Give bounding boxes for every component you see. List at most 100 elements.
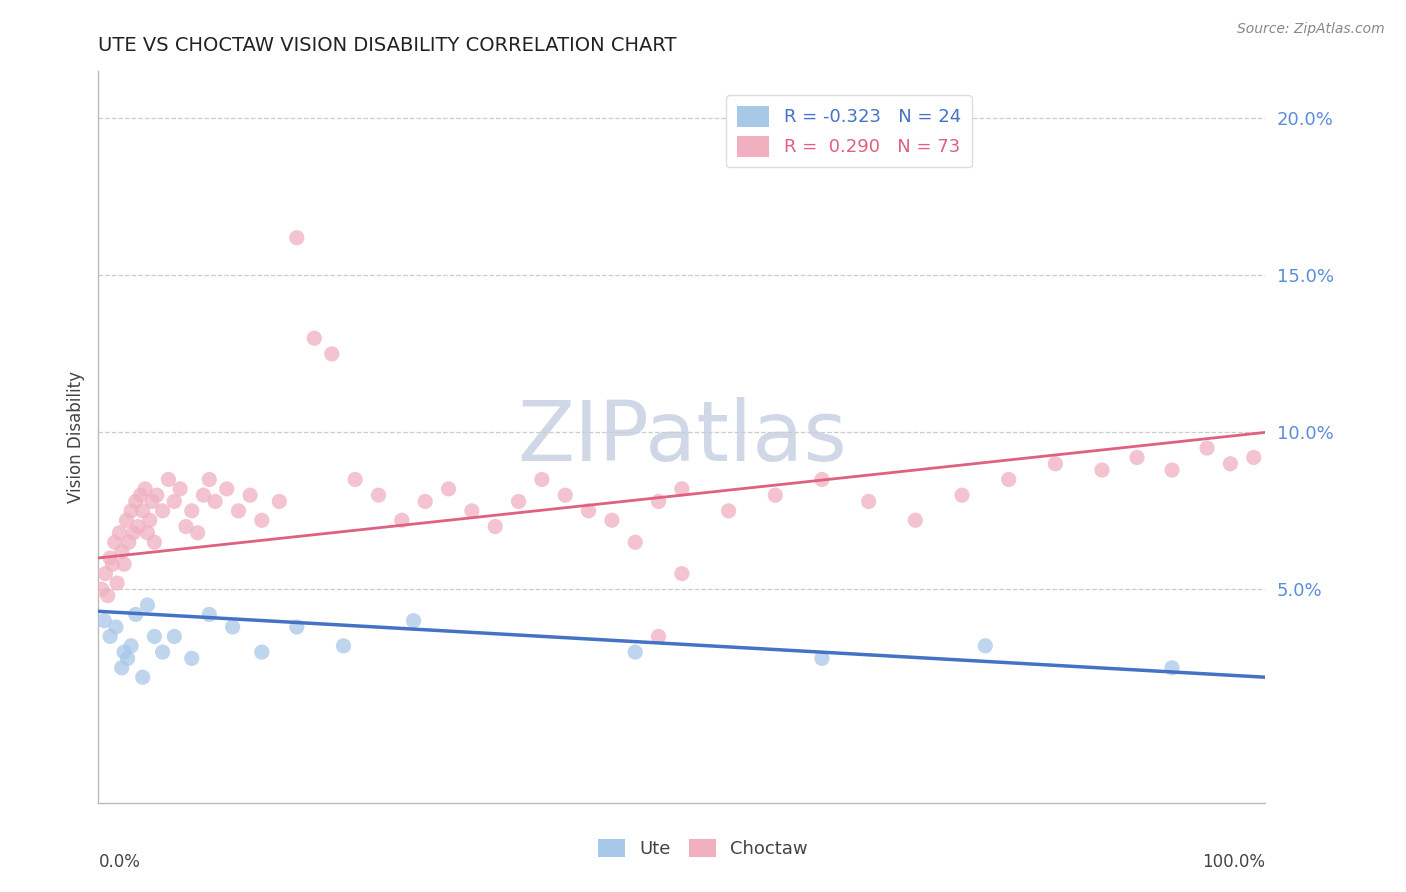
Point (163, 494, 186, 508)
Point (112, 645, 135, 659)
Point (94, 566, 117, 581)
Point (461, 504, 484, 518)
Point (117, 651, 139, 665)
Point (108, 525, 131, 540)
Point (204, 494, 226, 508)
Point (180, 504, 202, 518)
Point (647, 629, 669, 643)
Point (98, 629, 121, 643)
Point (1195, 441, 1218, 455)
Point (285, 620, 308, 634)
Text: ZIPatlas: ZIPatlas (517, 397, 846, 477)
Point (132, 504, 155, 518)
Point (578, 504, 600, 518)
Point (132, 670, 155, 684)
Point (136, 598, 159, 612)
Point (97, 589, 120, 603)
Point (104, 535, 127, 549)
Point (120, 639, 142, 653)
Point (413, 494, 436, 508)
Point (136, 525, 159, 540)
Point (90, 582, 112, 597)
Point (180, 651, 202, 665)
Legend: Ute, Choctaw: Ute, Choctaw (591, 831, 815, 865)
Point (250, 645, 273, 659)
Point (321, 347, 343, 361)
Point (624, 535, 647, 549)
Point (1219, 457, 1241, 471)
Point (974, 639, 997, 653)
Text: 100.0%: 100.0% (1202, 853, 1265, 871)
Point (174, 519, 197, 533)
Point (104, 620, 127, 634)
Point (228, 504, 250, 518)
Point (112, 558, 135, 572)
Point (717, 504, 740, 518)
Point (125, 607, 148, 622)
Point (139, 513, 162, 527)
Point (198, 607, 221, 622)
Point (437, 482, 460, 496)
Point (221, 620, 243, 634)
Point (122, 525, 145, 540)
Point (105, 576, 128, 591)
Text: UTE VS CHOCTAW VISION DISABILITY CORRELATION CHART: UTE VS CHOCTAW VISION DISABILITY CORRELA… (98, 36, 676, 54)
Point (1126, 450, 1149, 465)
Point (904, 513, 927, 527)
Point (163, 629, 186, 643)
Point (152, 645, 174, 659)
Point (763, 488, 786, 502)
Point (344, 473, 367, 487)
Point (141, 494, 163, 508)
Point (239, 488, 262, 502)
Point (285, 231, 308, 245)
Point (101, 558, 124, 572)
Point (671, 482, 693, 496)
Point (647, 494, 669, 508)
Point (811, 651, 834, 665)
Point (152, 504, 174, 518)
Point (1161, 463, 1184, 477)
Point (187, 525, 209, 540)
Point (484, 519, 506, 533)
Point (950, 488, 973, 502)
Point (997, 473, 1019, 487)
Point (391, 513, 413, 527)
Point (127, 519, 149, 533)
Point (169, 482, 191, 496)
Point (146, 488, 169, 502)
Point (118, 535, 141, 549)
Point (402, 614, 425, 628)
Point (250, 513, 273, 527)
Point (1161, 661, 1184, 675)
Point (600, 513, 623, 527)
Legend: R = -0.323   N = 24, R =  0.290   N = 73: R = -0.323 N = 24, R = 0.290 N = 73 (725, 95, 972, 168)
Point (1091, 463, 1114, 477)
Point (120, 504, 142, 518)
Point (811, 473, 834, 487)
Point (367, 488, 389, 502)
Point (530, 473, 553, 487)
Point (111, 661, 134, 675)
Point (134, 482, 156, 496)
Point (98, 550, 121, 565)
Point (215, 482, 238, 496)
Point (508, 494, 530, 508)
Point (269, 494, 291, 508)
Point (93, 614, 115, 628)
Point (671, 566, 693, 581)
Point (143, 535, 166, 549)
Point (858, 494, 880, 508)
Point (125, 494, 148, 508)
Point (304, 331, 326, 345)
Point (198, 473, 221, 487)
Point (115, 513, 138, 527)
Point (1045, 457, 1067, 471)
Point (624, 645, 647, 659)
Point (554, 488, 576, 502)
Point (157, 473, 180, 487)
Point (332, 639, 354, 653)
Point (1243, 450, 1265, 465)
Point (143, 629, 166, 643)
Point (111, 544, 134, 558)
